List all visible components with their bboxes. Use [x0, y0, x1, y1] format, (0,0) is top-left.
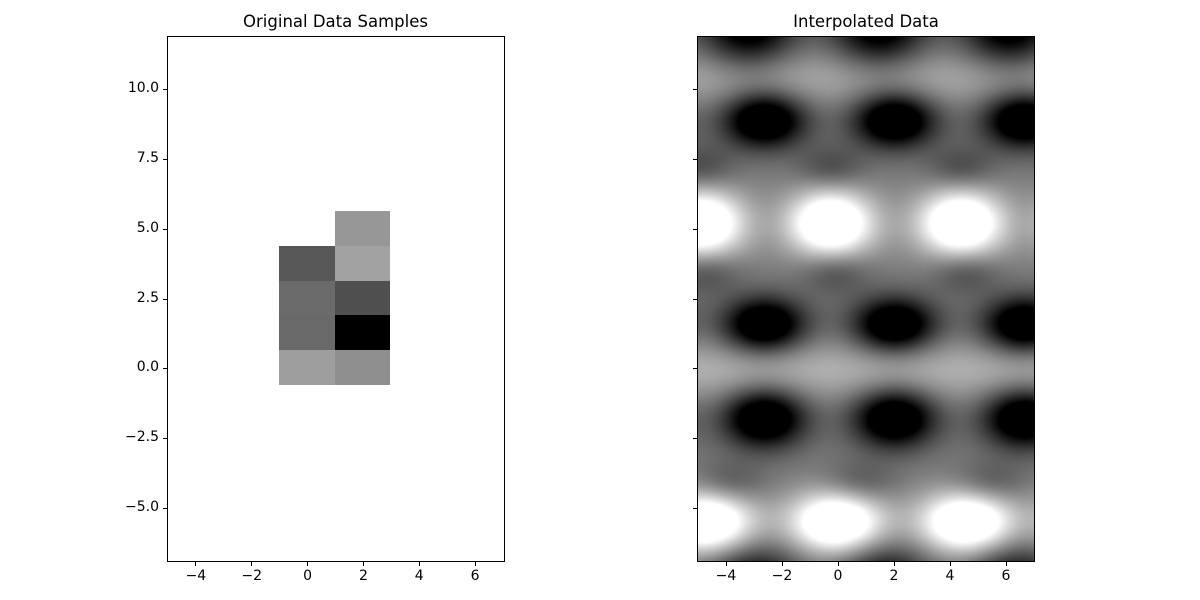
x-axis-tick-label: 0 — [303, 568, 313, 584]
interpolated-axes-frame — [697, 36, 1035, 562]
sample-cell — [279, 315, 335, 350]
original-samples-axes-frame — [167, 36, 505, 562]
x-axis-tick — [781, 562, 783, 566]
y-axis-tick-label: 0.0 — [136, 359, 159, 376]
x-axis-tick — [195, 562, 197, 566]
y-axis-tick-label: −5.0 — [125, 499, 159, 516]
y-axis-tick — [693, 158, 697, 160]
sample-cell — [335, 315, 390, 350]
y-axis-tick — [693, 228, 697, 230]
sample-cell — [335, 211, 390, 246]
x-axis-tick-label: 2 — [358, 568, 368, 584]
y-axis-tick — [693, 298, 697, 300]
y-axis-tick — [163, 158, 167, 160]
interpolated-image-canvas — [698, 37, 1034, 561]
y-axis-tick-label: 10.0 — [127, 79, 159, 96]
x-axis-tick — [1005, 562, 1007, 566]
x-axis-tick-label: 4 — [414, 568, 424, 584]
y-axis-tick — [163, 508, 167, 510]
x-axis-tick — [893, 562, 895, 566]
x-axis-tick-label: −2 — [241, 568, 263, 584]
sample-cell — [335, 281, 390, 315]
x-axis-tick — [949, 562, 951, 566]
x-axis-tick — [474, 562, 476, 566]
y-axis-tick-label: 2.5 — [136, 289, 159, 306]
x-axis-tick-label: 4 — [945, 568, 955, 584]
y-axis-tick — [693, 438, 697, 440]
y-axis-tick — [163, 228, 167, 230]
x-axis-tick — [418, 562, 420, 566]
x-axis-tick-label: −4 — [715, 568, 737, 584]
y-axis-tick — [693, 508, 697, 510]
sample-cell — [279, 281, 335, 315]
sample-cell — [279, 246, 335, 281]
y-axis-tick — [163, 368, 167, 370]
x-axis-tick-label: 6 — [470, 568, 480, 584]
x-axis-tick — [837, 562, 839, 566]
y-axis-tick — [163, 298, 167, 300]
y-axis-tick-label: −2.5 — [125, 429, 159, 446]
original-samples-title: Original Data Samples — [243, 12, 428, 31]
x-axis-tick-label: 2 — [889, 568, 899, 584]
y-axis-tick — [163, 438, 167, 440]
x-axis-tick — [251, 562, 253, 566]
x-axis-tick — [725, 562, 727, 566]
x-axis-tick-label: −4 — [185, 568, 207, 584]
x-axis-tick — [362, 562, 364, 566]
x-axis-tick-label: −2 — [771, 568, 793, 584]
sample-cell — [335, 350, 390, 385]
y-axis-tick — [693, 368, 697, 370]
y-axis-tick — [163, 88, 167, 90]
x-axis-tick — [307, 562, 309, 566]
y-axis-tick — [693, 88, 697, 90]
y-axis-tick-label: 5.0 — [136, 219, 159, 236]
sample-cell — [335, 246, 390, 281]
y-axis-tick-label: 7.5 — [136, 149, 159, 166]
x-axis-tick-label: 6 — [1001, 568, 1011, 584]
interpolated-title: Interpolated Data — [793, 12, 939, 31]
sample-cell — [279, 350, 335, 385]
x-axis-tick-label: 0 — [833, 568, 843, 584]
